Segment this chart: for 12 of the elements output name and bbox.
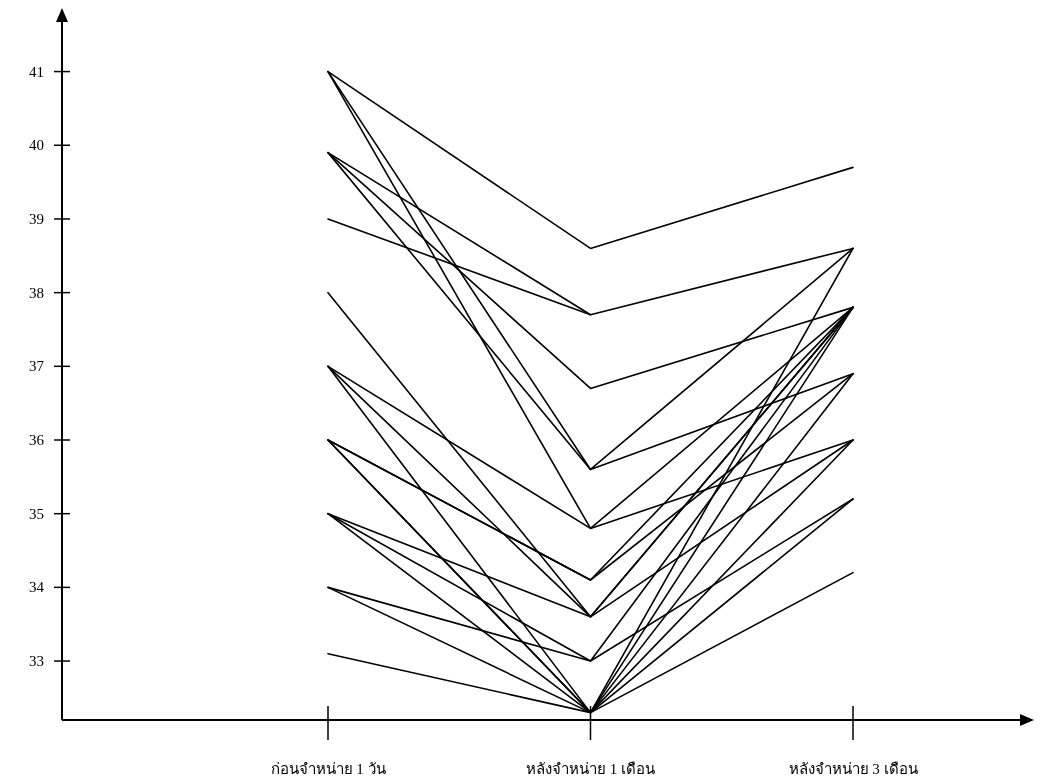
x-tick-label: ก่อนจำหน่าย 1 วัน	[270, 761, 386, 777]
x-tick-label: หลังจำหน่าย 1 เดือน	[526, 761, 655, 777]
y-tick-label: 34	[29, 579, 45, 596]
y-tick-label: 37	[29, 358, 45, 375]
y-tick-label: 41	[29, 63, 44, 80]
y-tick-label: 33	[29, 653, 44, 670]
y-tick-label: 39	[29, 210, 44, 227]
x-tick-label: หลังจำหน่าย 3 เดือน	[788, 761, 918, 777]
y-tick-label: 35	[29, 505, 44, 522]
y-tick-label: 36	[29, 432, 45, 448]
y-tick-label: 38	[29, 284, 44, 301]
y-tick-label: 40	[29, 137, 44, 154]
